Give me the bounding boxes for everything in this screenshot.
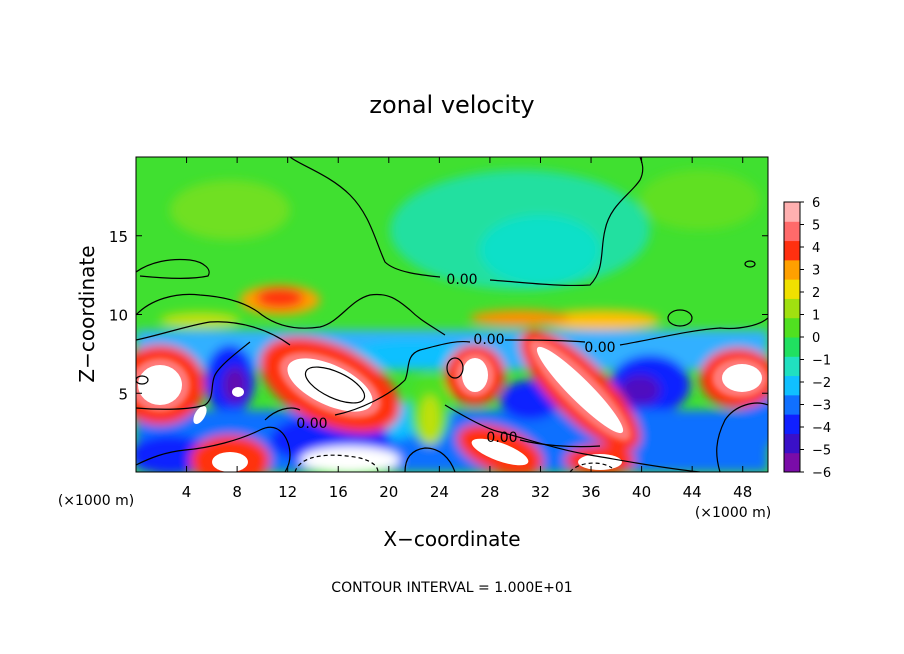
colorbar-tick-label: 3	[812, 264, 820, 279]
x-tick-label: 36	[581, 483, 600, 501]
x-tick-label: 40	[632, 483, 651, 501]
contour-label: 0.00	[486, 430, 517, 446]
x-tick-label: 32	[531, 483, 550, 501]
contour-interval-footer: CONTOUR INTERVAL = 1.000E+01	[331, 580, 572, 596]
x-tick-label: 28	[480, 483, 499, 501]
colorbar-swatch	[784, 356, 800, 377]
colorbar: 6 5 4 3 2 1 0 −1 −2 −3 −4 −5 −6	[783, 196, 831, 481]
x-tick-label: 4	[182, 483, 192, 501]
colorbar-tick-label: −5	[812, 444, 831, 459]
x-tick-label: 8	[232, 483, 242, 501]
x-tick-label: 24	[430, 483, 449, 501]
colorbar-swatch	[784, 317, 800, 338]
x-unit-left: (×1000 m)	[58, 493, 134, 509]
colorbar-swatch	[784, 433, 800, 454]
contour-label: 0.00	[584, 340, 615, 356]
x-tick-label: 12	[278, 483, 297, 501]
colorbar-swatch	[784, 337, 800, 357]
colorbar-tick-label: 5	[812, 219, 820, 234]
colorbar-tick-label: 4	[812, 241, 820, 256]
heatmap-field: 0.00 0.00 0.00 0.00 0.00	[136, 157, 768, 472]
colorbar-tick-label: −4	[812, 421, 831, 436]
colorbar-tick-label: 2	[812, 286, 820, 301]
y-axis-title: Z−coordinate	[75, 245, 99, 382]
contour-lines	[136, 157, 768, 472]
contour-label: 0.00	[473, 332, 504, 348]
colorbar-swatch	[784, 298, 800, 319]
colorbar-swatch	[784, 452, 800, 473]
colorbar-swatch	[784, 279, 800, 299]
contour-labels: 0.00 0.00 0.00 0.00 0.00	[296, 272, 615, 446]
colorbar-tick-label: −3	[812, 399, 831, 414]
colorbar-tick-label: −6	[812, 466, 831, 481]
contour-label: 0.00	[296, 416, 327, 432]
colorbar-swatch	[784, 240, 800, 261]
x-tick-label: 20	[379, 483, 398, 501]
x-unit-right: (×1000 m)	[695, 505, 771, 521]
colorbar-swatch	[784, 221, 800, 242]
colorbar-swatch	[784, 259, 800, 280]
colorbar-swatch	[784, 394, 800, 415]
contour-label: 0.00	[446, 272, 477, 288]
colorbar-tick-label: 1	[812, 309, 820, 324]
x-axis-title: X−coordinate	[383, 527, 520, 551]
colorbar-swatch	[784, 375, 800, 396]
x-tick-label: 48	[733, 483, 752, 501]
y-tick-label: 10	[109, 307, 128, 325]
y-tick-label: 15	[109, 228, 128, 246]
colorbar-swatch	[784, 202, 800, 222]
colorbar-tick-label: 0	[812, 331, 820, 346]
colorbar-tick-label: −1	[812, 354, 831, 369]
y-tick-label: 5	[118, 385, 128, 403]
colorbar-swatch	[784, 414, 800, 434]
colorbar-tick-label: −2	[812, 376, 831, 391]
chart-title: zonal velocity	[369, 91, 534, 119]
x-tick-label: 44	[683, 483, 702, 501]
colorbar-tick-label: 6	[812, 196, 820, 211]
x-tick-label: 16	[329, 483, 348, 501]
